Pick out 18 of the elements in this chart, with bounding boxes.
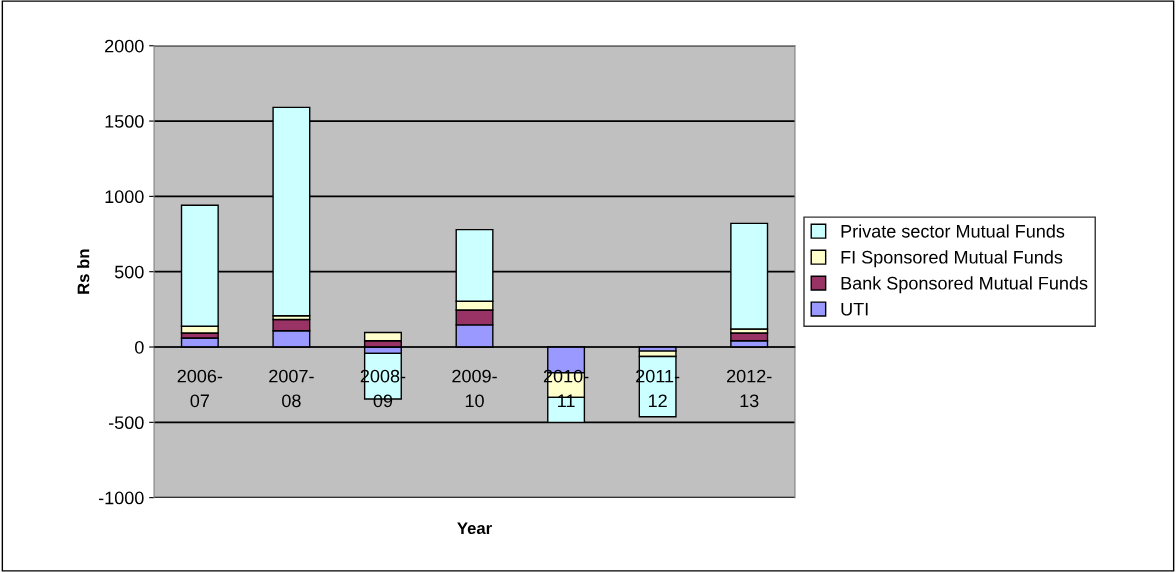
y-tick-label: -500 xyxy=(109,416,144,430)
y-tick-label: -1000 xyxy=(98,491,144,505)
y-tick-label: 0 xyxy=(135,340,144,354)
y-tick-label: 500 xyxy=(114,265,144,279)
legend-label: Private sector Mutual Funds xyxy=(841,224,1065,238)
bar xyxy=(363,331,402,342)
y-tick-label: 1000 xyxy=(105,190,144,204)
x-axis-title: Year xyxy=(457,522,492,535)
x-tick-label: 2007- 08 xyxy=(269,369,314,408)
x-tick-label: 2012- 13 xyxy=(727,369,772,408)
legend-label: UTI xyxy=(841,302,868,316)
legend-label: Bank Sponsored Mutual Funds xyxy=(841,276,1088,294)
y-axis-title: Rs bn xyxy=(77,249,90,294)
y-tick-label: 1500 xyxy=(105,115,144,128)
legend-label: FI Sponsored Mutual Funds xyxy=(841,250,1063,268)
x-tick-label: 2009- 10 xyxy=(452,369,497,408)
y-tick-label: 2000 xyxy=(105,39,144,53)
x-tick-label: 2006- 07 xyxy=(177,369,223,408)
